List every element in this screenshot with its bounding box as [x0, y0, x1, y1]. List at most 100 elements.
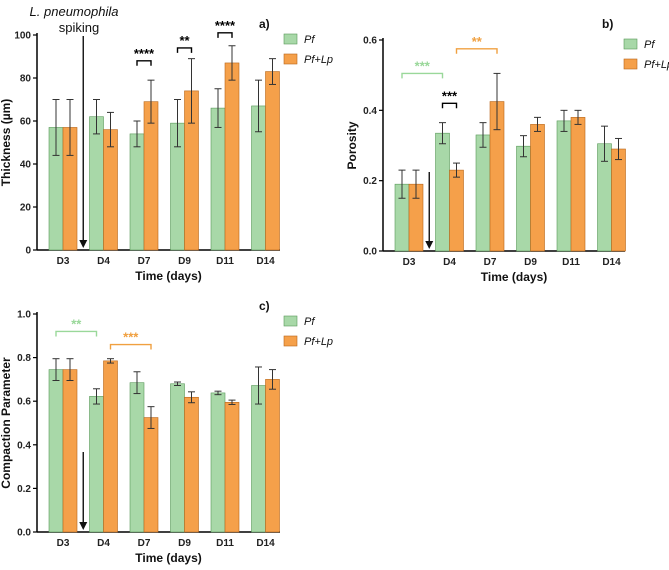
y-tick-label: 0.8	[17, 353, 31, 364]
legend-label-Pf+Lp: Pf+Lp	[304, 336, 333, 348]
bar-Pf-D9	[516, 145, 531, 252]
bar-Pf+Lp-D14	[265, 71, 280, 251]
spiking-arrow-head	[79, 522, 88, 530]
bar-Pf-D7	[129, 382, 145, 533]
significance-label: ****	[134, 46, 155, 61]
bar-Pf+Lp-D11	[224, 401, 240, 533]
significance-bracket	[441, 102, 458, 109]
panel-a: 0 20 40 60 80 100 D3 D4 D7 D9 D11 D14 Time (days) Thi…	[0, 4, 333, 283]
x-tick-label: D11	[562, 257, 580, 268]
x-tick-label: D4	[97, 256, 110, 267]
x-tick-label: D7	[484, 257, 497, 268]
bar-Pf+Lp-D3	[62, 369, 78, 533]
x-tick-label: D4	[443, 257, 456, 268]
bar-Pf+Lp-D14	[611, 148, 626, 252]
x-tick-label: D9	[524, 257, 537, 268]
x-tick-label: D9	[178, 256, 191, 267]
legend-swatch-Pf+Lp	[283, 335, 298, 347]
panel-label: a)	[259, 17, 270, 31]
bar-Pf-D7	[475, 134, 491, 252]
x-tick-label: D11	[216, 256, 234, 267]
bar-Pf-D9	[170, 383, 185, 533]
x-tick-label: D9	[178, 538, 191, 549]
bar-Pf-D4	[89, 116, 104, 251]
x-axis-label: Time (days)	[135, 551, 201, 565]
bar-Pf+Lp-D4	[103, 360, 118, 533]
significance-bracket	[109, 343, 152, 350]
bar-Pf+Lp-D14	[265, 379, 280, 533]
x-tick-label: D14	[256, 538, 275, 549]
y-tick-label: 80	[20, 74, 32, 85]
x-tick-label: D7	[138, 538, 151, 549]
legend-label-Pf: Pf	[304, 316, 315, 328]
y-tick-label: 100	[14, 31, 31, 42]
x-tick-label: D11	[216, 538, 234, 549]
y-axis-label: Compaction Parameter	[0, 357, 13, 489]
bar-Pf-D3	[48, 369, 64, 533]
bar-Pf+Lp-D4	[449, 169, 464, 252]
significance-bracket	[55, 330, 98, 337]
legend-swatch-Pf+Lp	[623, 58, 638, 70]
significance-bracket	[136, 60, 152, 66]
significance-label: ***	[415, 58, 431, 73]
bar-Pf+Lp-D4	[103, 129, 118, 251]
y-tick-label: 0	[25, 246, 31, 257]
y-tick-label: 0.6	[17, 397, 31, 408]
panel-c: 0.0 0.2 0.4 0.6 0.8 1.0 D3 D4 D7 D9 D11 D14 Time (da…	[0, 299, 333, 565]
legend-swatch-Pf+Lp	[283, 53, 298, 65]
x-tick-label: D4	[97, 538, 110, 549]
legend-label-Pf+Lp: Pf+Lp	[644, 59, 669, 71]
x-tick-label: D3	[57, 256, 70, 267]
bar-Pf+Lp-D7	[143, 101, 159, 251]
panel-label: c)	[259, 299, 270, 313]
annotation-title: L. pneumophila	[30, 4, 119, 19]
x-tick-label: D3	[403, 257, 416, 268]
y-tick-label: 0.4	[363, 106, 377, 117]
x-tick-label: D14	[256, 256, 275, 267]
bar-Pf-D11	[210, 392, 226, 533]
significance-bracket	[217, 32, 233, 38]
x-tick-label: D7	[138, 256, 151, 267]
legend-label-Pf+Lp: Pf+Lp	[304, 54, 333, 66]
bar-Pf-D14	[251, 385, 266, 533]
significance-label: ***	[123, 330, 139, 345]
legend-swatch-Pf	[283, 33, 298, 45]
legend-swatch-Pf	[623, 38, 638, 50]
y-tick-label: 0.0	[17, 528, 31, 539]
legend-swatch-Pf	[283, 315, 298, 327]
y-tick-label: 0.0	[363, 247, 377, 258]
legend-label-Pf: Pf	[304, 34, 315, 46]
y-tick-label: 1.0	[17, 310, 31, 321]
significance-label: **	[179, 33, 190, 48]
y-tick-label: 60	[20, 117, 32, 128]
annotation-subtitle: spiking	[59, 20, 99, 35]
y-axis-label: Thickness (µm)	[0, 99, 13, 187]
significance-label: **	[472, 34, 483, 49]
significance-bracket	[455, 48, 498, 54]
y-tick-label: 0.6	[363, 36, 377, 47]
y-tick-label: 40	[20, 160, 32, 171]
bar-Pf+Lp-D9	[184, 396, 199, 533]
y-tick-label: 0.4	[17, 440, 31, 451]
significance-bracket	[176, 47, 193, 53]
spiking-arrow-head	[425, 241, 434, 249]
y-tick-label: 0.2	[363, 176, 377, 187]
legend-label-Pf: Pf	[644, 39, 655, 51]
x-tick-label: D3	[57, 538, 70, 549]
bar-Pf-D11	[210, 107, 226, 251]
bar-Pf+Lp-D11	[224, 62, 240, 251]
spiking-arrow-head	[79, 240, 88, 248]
x-tick-label: D14	[602, 257, 621, 268]
bar-Pf+Lp-D9	[530, 124, 545, 252]
significance-label: **	[71, 316, 82, 331]
significance-bracket	[401, 72, 444, 79]
bar-Pf+Lp-D11	[570, 117, 586, 252]
x-axis-label: Time (days)	[135, 269, 201, 283]
y-tick-label: 0.2	[17, 484, 31, 495]
significance-label: ****	[215, 18, 236, 33]
bar-Pf+Lp-D7	[143, 417, 159, 533]
bar-Pf-D11	[556, 120, 572, 252]
bar-Pf-D4	[89, 396, 104, 533]
panel-label: b)	[602, 17, 613, 31]
